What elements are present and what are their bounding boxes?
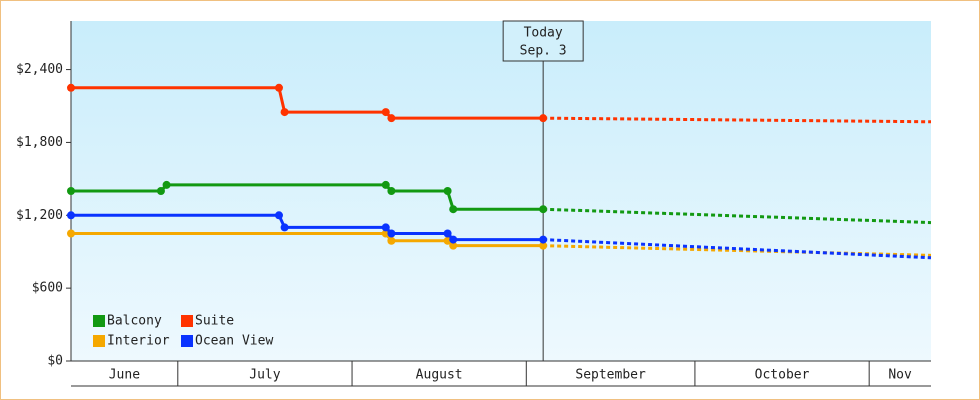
x-tick-label: Nov [888, 368, 912, 383]
legend-label: Balcony [107, 314, 162, 329]
point [67, 229, 75, 238]
point [381, 108, 390, 117]
x-tick-label: October [755, 368, 810, 383]
point [387, 229, 396, 238]
point [387, 236, 396, 245]
point [67, 83, 75, 92]
point [539, 235, 548, 244]
point [67, 211, 75, 220]
point [274, 83, 283, 92]
x-tick-label: September [575, 368, 646, 383]
point [381, 180, 390, 189]
point [67, 187, 75, 195]
point [381, 223, 390, 232]
today-label: Today [524, 26, 563, 41]
x-tick-label: June [109, 368, 140, 383]
legend-label: Ocean View [195, 334, 273, 349]
x-tick-label: August [416, 368, 463, 383]
y-tick-label: $1,200 [16, 208, 63, 223]
point [156, 187, 165, 195]
point [539, 241, 548, 250]
point [280, 108, 289, 117]
today-box [502, 20, 584, 62]
point [280, 223, 289, 232]
y-tick-label: $2,400 [16, 62, 63, 77]
legend-swatch [93, 335, 105, 347]
point [387, 114, 396, 123]
point [274, 211, 283, 220]
legend-label: Suite [195, 314, 234, 329]
y-tick-label: $0 [47, 354, 63, 369]
point [443, 229, 452, 238]
plot-area [71, 21, 931, 361]
point [539, 114, 548, 123]
point [539, 205, 548, 214]
y-tick-label: $600 [32, 281, 63, 296]
legend-label: Interior [107, 334, 170, 349]
today-date: Sep. 3 [520, 44, 567, 59]
point [443, 187, 452, 195]
legend-swatch [93, 315, 105, 327]
x-tick-label: July [249, 368, 280, 383]
point [387, 187, 396, 195]
point [449, 241, 458, 250]
forecast-line [543, 238, 932, 260]
point [449, 235, 458, 244]
y-tick-label: $1,800 [16, 135, 63, 150]
point [162, 180, 171, 189]
series-line [71, 232, 544, 248]
legend-swatch [181, 315, 193, 327]
legend-swatch [181, 335, 193, 347]
forecast-line [543, 116, 932, 124]
forecast-line [543, 207, 932, 225]
point [449, 205, 458, 214]
series-line [71, 86, 544, 120]
